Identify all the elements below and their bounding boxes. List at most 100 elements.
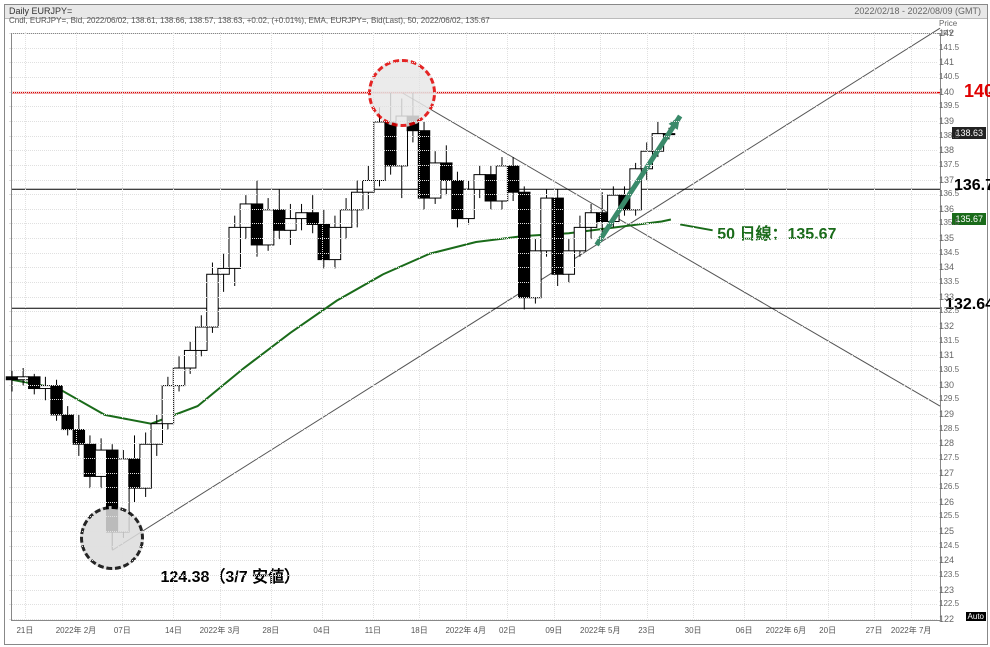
ytick: 123.5 [939, 570, 959, 579]
ytick: 122.5 [939, 599, 959, 608]
ytick: 131 [939, 350, 954, 360]
candle [184, 350, 195, 368]
ema50-line [12, 219, 671, 423]
chart-header: Daily EURJPY= Cndl, EURJPY=, Bid, 2022/0… [5, 5, 987, 19]
xtick: 27日 [866, 625, 883, 636]
candle [329, 227, 340, 259]
ytick: 125 [939, 526, 954, 536]
ytick: 135.5 [939, 218, 959, 227]
ytick: 123 [939, 585, 954, 595]
trendline [402, 93, 940, 407]
xtick: 2022年 2月 [56, 625, 96, 636]
ytick: 134 [939, 262, 954, 272]
ytick: 134.5 [939, 248, 959, 257]
xtick: 30日 [685, 625, 702, 636]
candle [429, 163, 440, 198]
ytick: 128 [939, 438, 954, 448]
ytick: 137.5 [939, 160, 959, 169]
ytick: 125.5 [939, 511, 959, 520]
xtick: 2022年 7月 [891, 625, 931, 636]
candle [129, 459, 140, 488]
ytick: 127.5 [939, 453, 959, 462]
ytick: 130.5 [939, 365, 959, 374]
xtick: 02日 [499, 625, 516, 636]
ytick: 122 [939, 614, 954, 624]
candle [285, 219, 296, 231]
xtick: 18日 [411, 625, 428, 636]
candle [6, 377, 17, 380]
xtick: 07日 [114, 625, 131, 636]
price-header: Price [939, 19, 957, 28]
ytick: 126 [939, 497, 954, 507]
candle [296, 213, 307, 219]
candle [40, 386, 51, 389]
ytick: 136.5 [939, 189, 959, 198]
candle [73, 430, 84, 445]
candle [530, 251, 541, 298]
candle [29, 377, 40, 389]
candle [452, 181, 463, 219]
candle [385, 122, 396, 166]
xtick: 28日 [262, 625, 279, 636]
ytick: 127 [939, 468, 954, 478]
candle [229, 227, 240, 268]
ytick: 129.5 [939, 394, 959, 403]
candle [162, 386, 173, 424]
x-axis: 21日2022年 2月07日14日2022年 3月28日04日11日18日202… [11, 618, 939, 638]
candle [585, 213, 596, 228]
ytick: 142 [939, 28, 954, 38]
ytick: 140 [939, 87, 954, 97]
ytick: 128.5 [939, 424, 959, 433]
candle [474, 175, 485, 190]
xtick: 21日 [16, 625, 33, 636]
ytick: 140.5 [939, 72, 959, 81]
ohlc-line: Cndl, EURJPY=, Bid, 2022/06/02, 138.61, … [9, 16, 983, 25]
candle [318, 224, 329, 259]
xtick: 11日 [365, 625, 381, 636]
ytick: 141.5 [939, 43, 959, 52]
ytick: 141 [939, 57, 954, 67]
chart-frame: Daily EURJPY= Cndl, EURJPY=, Bid, 2022/0… [4, 4, 988, 645]
date-range: 2022/02/18 - 2022/08/09 (GMT) [854, 6, 981, 16]
candle [196, 327, 207, 350]
xtick: 06日 [736, 625, 753, 636]
candle [541, 198, 552, 251]
candle [274, 210, 285, 231]
ytick: 139.5 [939, 101, 959, 110]
ytick: 133 [939, 292, 954, 302]
circle-marker [368, 59, 436, 127]
xtick: 2022年 4月 [445, 625, 485, 636]
candle [574, 227, 585, 250]
y-axis: Price JPY 122122.5123123.5124124.5125125… [937, 33, 981, 619]
candle [374, 122, 385, 181]
candle [62, 415, 73, 430]
ytick: 132.5 [939, 306, 959, 315]
title-left: Daily EURJPY= [9, 6, 72, 16]
xtick: 2022年 6月 [766, 625, 806, 636]
ytick: 138 [939, 145, 954, 155]
ytick: 137 [939, 175, 954, 185]
xtick: 23日 [638, 625, 655, 636]
ytick: 124.5 [939, 541, 959, 550]
ytick: 131.5 [939, 336, 959, 345]
ytick: 136 [939, 204, 954, 214]
candle [140, 444, 151, 488]
xtick: 2022年 3月 [200, 625, 240, 636]
candle [17, 377, 28, 380]
candle [496, 166, 507, 201]
ytick: 139 [939, 116, 954, 126]
ytick: 124 [939, 555, 954, 565]
ytick: 133.5 [939, 277, 959, 286]
ytick: 130 [939, 380, 954, 390]
xtick: 2022年 5月 [580, 625, 620, 636]
ytick: 126.5 [939, 482, 959, 491]
xtick: 14日 [165, 625, 182, 636]
ytick: 129 [939, 409, 954, 419]
candle [596, 213, 607, 222]
ytick: 138.5 [939, 131, 959, 140]
candle [340, 210, 351, 228]
xtick: 20日 [819, 625, 836, 636]
candle [563, 251, 574, 274]
ytick: 135 [939, 233, 954, 243]
candle [51, 386, 62, 415]
